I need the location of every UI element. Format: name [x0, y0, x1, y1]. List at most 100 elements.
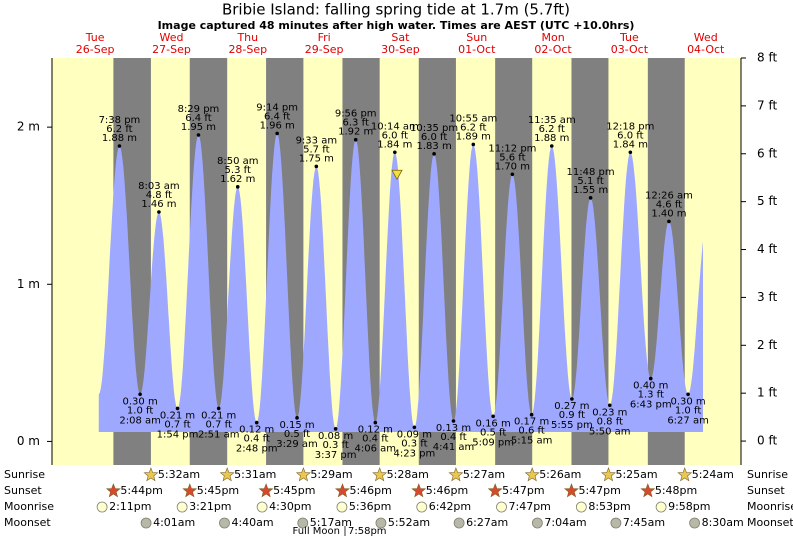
day-date: 30-Sep	[381, 43, 420, 56]
tide-height-ft: 0.3 ft	[322, 440, 348, 451]
moonset-icon	[689, 517, 700, 529]
row-label: Moonrise	[4, 500, 54, 513]
tide-height-ft: 0.7 ft	[206, 419, 232, 430]
tide-area	[98, 133, 703, 432]
tide-point	[275, 131, 279, 136]
y2-tick-label: 7 ft	[757, 98, 777, 112]
tide-time: 6:27 am	[667, 415, 709, 426]
y2-tick-label: 4 ft	[757, 242, 777, 256]
day-name: Sat	[391, 31, 410, 44]
tide-point	[196, 133, 201, 137]
day-name: Tue	[85, 31, 105, 44]
sunset-time: 5:45pm	[197, 484, 239, 497]
tide-height-ft: 0.4 ft	[244, 434, 270, 445]
tide-height-ft: 1.0 ft	[127, 405, 153, 416]
tide-time: 4:06 am	[355, 444, 397, 455]
moonset-time: 4:01am	[153, 516, 195, 529]
sunset-time: 5:45pm	[273, 484, 315, 497]
tide-height-m: 0.30 m	[670, 396, 705, 407]
tide-height-ft: 5.3 ft	[225, 165, 251, 176]
sunset-time: 5:47pm	[578, 484, 620, 497]
tide-height-m: 1.84 m	[613, 139, 648, 150]
chart-subtitle: Image captured 48 minutes after high wat…	[158, 19, 635, 32]
tide-point	[373, 420, 378, 425]
tide-height-m: 0.21 m	[201, 410, 236, 421]
y-tick-label: 1 m	[17, 277, 40, 291]
tide-point	[216, 406, 221, 411]
tide-point	[235, 185, 240, 189]
tide-height-ft: 0.4 ft	[362, 434, 388, 445]
tide-height-ft: 0.8 ft	[597, 416, 623, 427]
moonrise-icon	[96, 501, 108, 513]
moonset-icon	[453, 517, 465, 529]
moonrise-time: 8:53pm	[588, 500, 630, 513]
tide-point	[314, 164, 319, 169]
sunset-icon	[334, 483, 350, 498]
tide-time: 10:14 am	[371, 121, 419, 132]
moonrise-icon	[176, 501, 188, 513]
moonrise-time: 9:58pm	[668, 500, 710, 513]
tide-height-ft: 5.7 ft	[303, 144, 329, 155]
tide-time: 1:54 pm	[157, 429, 199, 440]
y2-tick-label: 3 ft	[757, 290, 777, 304]
tide-point	[138, 392, 142, 397]
sunset-icon	[411, 483, 427, 498]
tide-point	[157, 210, 161, 214]
tide-height-m: 1.83 m	[417, 141, 452, 152]
day-name: Mon	[541, 31, 564, 44]
chart-title: Bribie Island: falling spring tide at 1.…	[222, 1, 570, 19]
tide-height-ft: 6.4 ft	[264, 111, 290, 122]
tide-point	[686, 392, 690, 397]
tide-height-m: 1.62 m	[220, 174, 255, 185]
tide-time: 9:56 pm	[335, 109, 377, 120]
sunrise-icon	[600, 467, 616, 482]
tide-height-ft: 5.6 ft	[499, 152, 525, 163]
now-marker	[391, 169, 403, 181]
tide-height-ft: 1.3 ft	[638, 390, 664, 401]
tide-time: 7:38 pm	[99, 115, 141, 126]
day-name: Sun	[466, 31, 487, 44]
tide-time: 2:48 pm	[236, 444, 278, 455]
tide-height-m: 0.16 m	[476, 418, 511, 429]
tide-point	[667, 219, 671, 224]
moonset-icon	[219, 517, 230, 529]
tide-time: 12:18 pm	[606, 121, 654, 132]
sunset-time: 5:48pm	[655, 484, 697, 497]
sunrise-time: 5:25am	[615, 468, 657, 481]
moonrise-icon	[496, 501, 507, 513]
sunrise-icon	[143, 467, 159, 482]
tide-point	[432, 152, 436, 156]
row-label: Moonrise	[747, 500, 793, 513]
sunrise-icon	[295, 467, 311, 482]
moonset-icon	[531, 517, 543, 529]
tide-point	[529, 412, 534, 417]
tide-height-ft: 5.1 ft	[577, 176, 603, 187]
tide-point	[117, 144, 122, 148]
tide-point	[491, 414, 495, 419]
tide-point	[295, 416, 299, 420]
tide-height-ft: 0.9 ft	[559, 410, 585, 421]
day-name: Fri	[318, 31, 331, 44]
tide-height-ft: 0.6 ft	[518, 426, 544, 437]
moonset-time: 4:40am	[231, 516, 273, 529]
tide-height-m: 1.96 m	[260, 120, 295, 131]
tide-time: 12:26 am	[645, 190, 693, 201]
day-date: 02-Oct	[534, 43, 572, 56]
tide-time: 5:09 pm	[472, 437, 514, 448]
foreground: Tue26-SepWed27-SepThu28-SepFri29-SepSat3…	[4, 31, 793, 537]
tide-height-m: 1.89 m	[456, 131, 491, 142]
row-label: Sunset	[4, 484, 42, 497]
full-moon-label: Full Moon	[293, 526, 340, 537]
tide-time: 11:12 pm	[488, 143, 536, 154]
tide-height-m: 0.12 m	[358, 425, 393, 436]
tide-time: 2:51 am	[198, 429, 240, 440]
moonset-time: 6:27am	[466, 516, 508, 529]
sunset-icon	[258, 483, 274, 498]
moonset-icon	[610, 517, 622, 529]
tide-height-ft: 6.0 ft	[421, 132, 447, 143]
sunset-icon	[182, 483, 198, 498]
moonset-time: 8:30am	[702, 516, 744, 529]
tide-point	[175, 406, 180, 411]
day-date: 26-Sep	[76, 43, 115, 56]
sunset-time: 5:46pm	[426, 484, 468, 497]
